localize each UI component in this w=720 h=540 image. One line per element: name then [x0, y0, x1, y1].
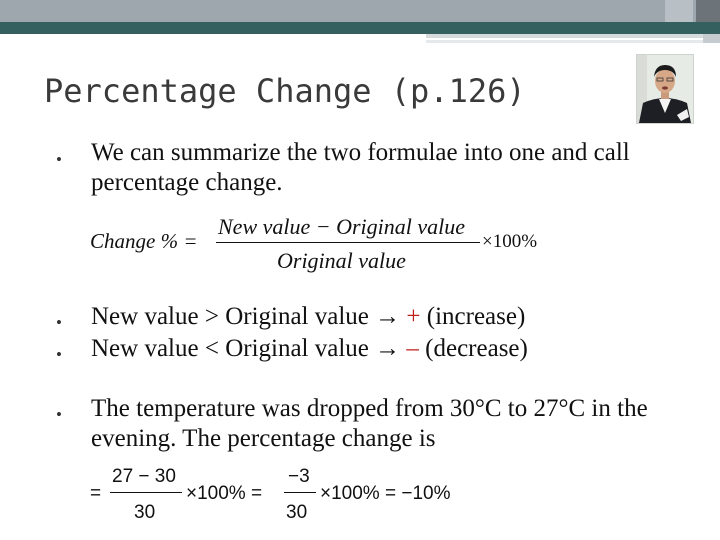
- formula-tail: ×100%: [482, 231, 538, 252]
- header-block-dark: [696, 0, 720, 22]
- calc-fraction-bar-1: [110, 492, 182, 493]
- formula-numerator: New value − Original value: [218, 214, 466, 239]
- formula-lhs: Change % =: [90, 229, 198, 253]
- right-arrow-icon: →: [375, 303, 401, 330]
- right-arrow-icon: →: [375, 335, 401, 362]
- calc-denominator-1: 30: [134, 502, 156, 523]
- bullet-text-decrease: New value < Original value → – (decrease…: [91, 335, 528, 362]
- calc-multiply-1: ×100% =: [186, 483, 263, 504]
- bullet-marker: •: [56, 345, 62, 364]
- minus-symbol: –: [406, 335, 419, 362]
- calc-numerator-2: −3: [288, 466, 310, 487]
- bullet-text-summary: We can summarize the two formulae into o…: [91, 139, 630, 196]
- calc-denominator-2: 30: [286, 502, 308, 523]
- calc-numerator-1: 27 − 30: [112, 466, 176, 487]
- header-right-block: [703, 34, 720, 43]
- bullet-marker: •: [56, 150, 62, 169]
- calc-equals: =: [90, 483, 102, 504]
- header-stripe: [426, 34, 720, 38]
- bullet-text-temperature: The temperature was dropped from 30°C to…: [91, 395, 648, 452]
- calc-fraction-bar-2: [284, 492, 316, 493]
- formula-fraction-bar: [216, 242, 480, 243]
- header-band: [0, 0, 720, 22]
- formula-denominator: Original value: [277, 248, 406, 273]
- header-block-light: [665, 0, 693, 22]
- header-accent-bar: [0, 22, 720, 34]
- bullet-text-increase: New value > Original value → + (increase…: [91, 303, 526, 330]
- plus-symbol: +: [406, 303, 421, 330]
- header-stripe-secondary: [426, 40, 720, 43]
- presenter-photo: [636, 54, 694, 124]
- slide-title: Percentage Change (p.126): [44, 72, 526, 110]
- percentage-change-formula: Change % = New value − Original value Or…: [90, 214, 570, 274]
- bullet-marker: •: [56, 313, 62, 332]
- bullet-marker: •: [56, 405, 62, 424]
- percentage-calculation: = 27 − 30 30 ×100% = −3 30 ×100% = −10%: [90, 466, 490, 530]
- calc-result: ×100% = −10%: [320, 483, 451, 504]
- person-photo-icon: [637, 55, 693, 123]
